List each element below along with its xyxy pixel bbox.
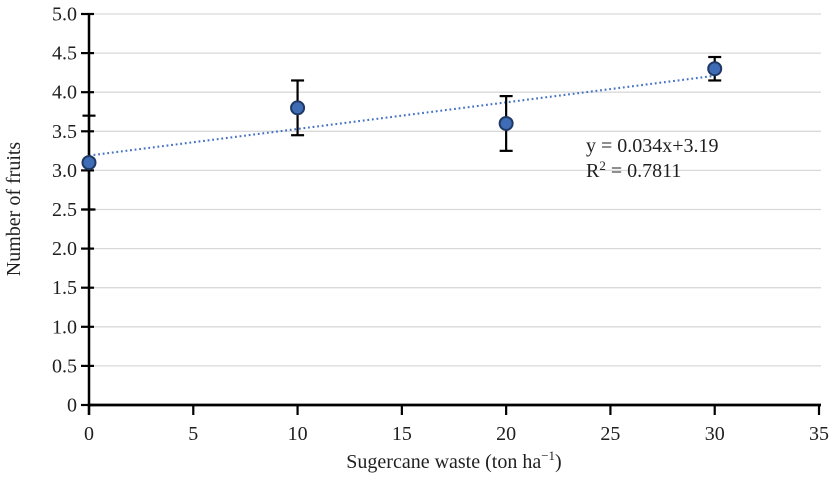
annotation-r-squared: R2 = 0.7811	[586, 158, 681, 182]
x-tick-label: 5	[188, 423, 198, 445]
x-tick-label: 20	[496, 423, 516, 445]
x-tick-label: 15	[392, 423, 412, 445]
y-tick-label: 3.0	[52, 160, 77, 182]
y-tick-label: 4.5	[52, 43, 77, 65]
x-axis-title: Sugercane waste (ton ha−1)	[346, 448, 561, 473]
y-tick-label: 2.5	[52, 199, 77, 221]
y-tick-label: 3.5	[52, 121, 77, 143]
data-point-marker	[290, 100, 306, 116]
x-tick-label: 30	[705, 423, 725, 445]
x-tick-label: 10	[288, 423, 308, 445]
x-tick-label: 35	[809, 423, 829, 445]
y-tick-label: 1.0	[52, 316, 77, 338]
y-tick-label: 0	[67, 395, 77, 417]
data-point-marker	[81, 155, 97, 171]
trendline	[88, 74, 715, 157]
y-tick-label: 4.0	[52, 82, 77, 104]
data-point-marker	[707, 61, 723, 77]
y-tick-label: 0.5	[52, 355, 77, 377]
data-point-marker	[498, 115, 514, 131]
x-tick-label: 0	[84, 423, 94, 445]
annotation-equation: y = 0.034x+3.19	[586, 135, 719, 157]
y-tick-label: 5.0	[52, 4, 77, 26]
y-tick-label: 1.5	[52, 277, 77, 299]
x-tick-label: 25	[600, 423, 620, 445]
y-axis-title: Number of fruits	[3, 142, 25, 277]
y-tick-label: 2.0	[52, 238, 77, 260]
